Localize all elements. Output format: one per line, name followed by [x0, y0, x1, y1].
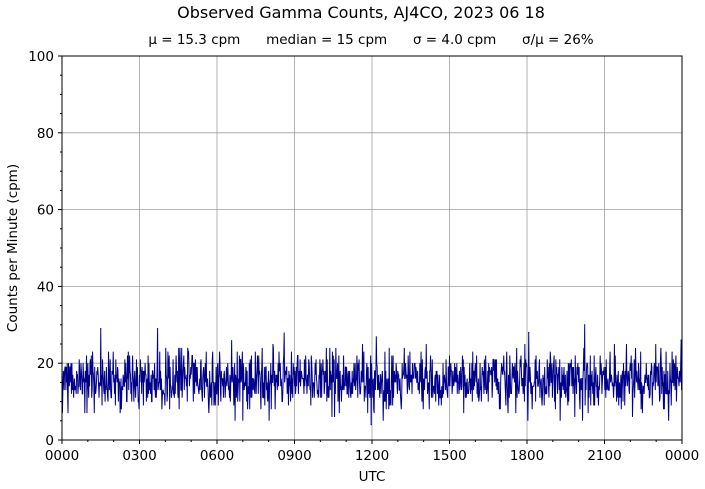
data-point	[370, 424, 372, 426]
y-tick-label: 60	[37, 203, 54, 219]
y-tick-label: 0	[45, 433, 54, 449]
y-tick-label: 40	[37, 279, 54, 295]
x-tick-label: 0300	[122, 448, 156, 464]
data-point	[156, 328, 159, 330]
notable-points	[100, 324, 682, 426]
x-axis-ticks: 0000 0300 0600 0900 1200 1500 1800 2100 0000	[45, 440, 699, 464]
y-tick-label: 100	[28, 49, 54, 65]
data-point	[100, 328, 102, 330]
chart-title: Observed Gamma Counts, AJ4CO, 2023 06 18	[177, 3, 545, 22]
x-tick-label: 2100	[587, 448, 621, 464]
x-tick-label: 0900	[277, 448, 311, 464]
chart-subtitle: μ = 15.3 cpm median = 15 cpm σ = 4.0 cpm…	[148, 32, 593, 48]
x-tick-label: 1800	[510, 448, 544, 464]
x-tick-label: 0000	[665, 448, 699, 464]
data-point	[680, 339, 682, 341]
data-point	[528, 331, 530, 334]
x-tick-label: 0000	[45, 448, 79, 464]
x-tick-label: 0600	[200, 448, 234, 464]
y-tick-label: 80	[37, 126, 54, 142]
x-tick-label: 1200	[355, 448, 389, 464]
y-axis-ticks: 0 20 40 60 80 100	[28, 49, 62, 449]
data-point	[584, 324, 586, 326]
y-axis-label: Counts per Minute (cpm)	[5, 164, 21, 332]
x-tick-label: 1500	[432, 448, 466, 464]
x-axis-label: UTC	[359, 469, 386, 485]
series-line	[61, 324, 683, 425]
y-tick-label: 20	[37, 356, 54, 372]
